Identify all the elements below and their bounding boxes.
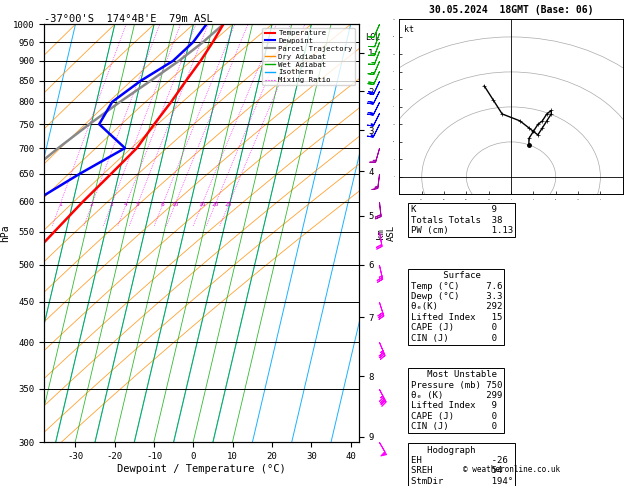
X-axis label: Dewpoint / Temperature (°C): Dewpoint / Temperature (°C) xyxy=(117,464,286,474)
Text: 5: 5 xyxy=(136,203,140,208)
Text: 20: 20 xyxy=(211,203,219,208)
Text: Surface
Temp (°C)     7.6
Dewp (°C)     3.3
θₑ(K)         292
Lifted Index   15
: Surface Temp (°C) 7.6 Dewp (°C) 3.3 θₑ(K… xyxy=(411,271,502,343)
Text: 8: 8 xyxy=(161,203,165,208)
Text: 3: 3 xyxy=(109,203,113,208)
Text: 25: 25 xyxy=(225,203,232,208)
Text: Most Unstable
Pressure (mb) 750
θₑ (K)        299
Lifted Index   9
CAPE (J)     : Most Unstable Pressure (mb) 750 θₑ (K) 2… xyxy=(411,370,502,431)
Y-axis label: hPa: hPa xyxy=(0,225,10,242)
Text: 1: 1 xyxy=(58,203,62,208)
Text: K              9
Totals Totals  38
PW (cm)        1.13: K 9 Totals Totals 38 PW (cm) 1.13 xyxy=(411,205,513,235)
Text: kt: kt xyxy=(404,25,414,34)
Text: 30.05.2024  18GMT (Base: 06): 30.05.2024 18GMT (Base: 06) xyxy=(429,5,593,15)
Text: Hodograph
EH             -26
SREH           54
StmDir         194°
StmSpd (kt)  : Hodograph EH -26 SREH 54 StmDir 194° Stm… xyxy=(411,446,513,486)
Legend: Temperature, Dewpoint, Parcel Trajectory, Dry Adiabat, Wet Adiabat, Isotherm, Mi: Temperature, Dewpoint, Parcel Trajectory… xyxy=(262,28,355,86)
Y-axis label: km
ASL: km ASL xyxy=(376,225,396,242)
Text: 16: 16 xyxy=(198,203,206,208)
Text: © weatheronline.co.uk: © weatheronline.co.uk xyxy=(462,465,560,474)
Text: 4: 4 xyxy=(124,203,128,208)
Text: 2: 2 xyxy=(90,203,94,208)
Text: -37°00'S  174°4B'E  79m ASL: -37°00'S 174°4B'E 79m ASL xyxy=(44,14,213,23)
Text: 10: 10 xyxy=(171,203,179,208)
Text: LCL: LCL xyxy=(365,33,381,42)
